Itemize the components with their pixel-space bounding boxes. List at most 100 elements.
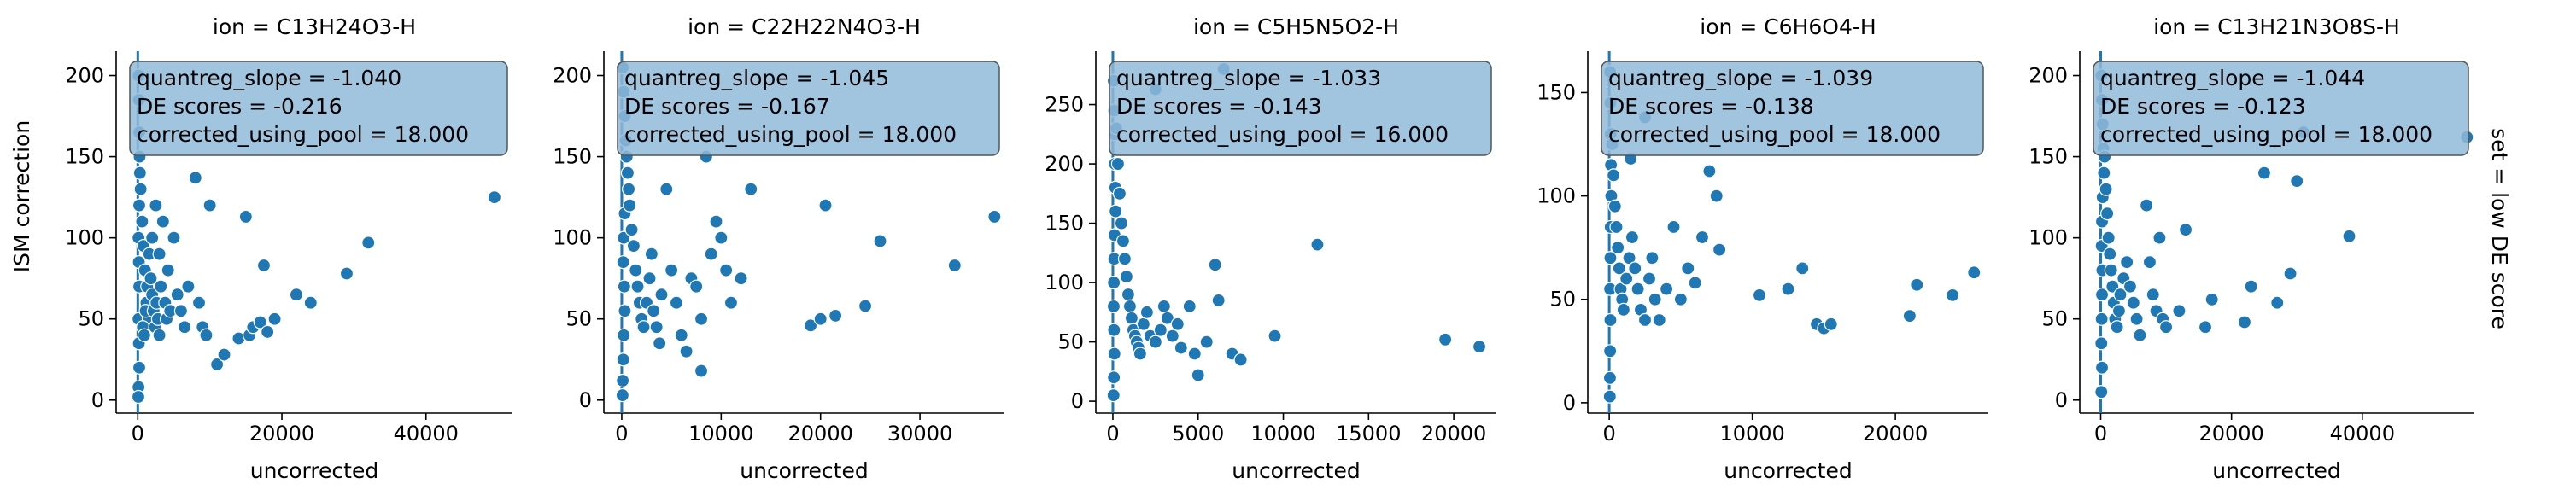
annotation-line: quantreg_slope = -1.045 bbox=[624, 66, 889, 90]
data-point bbox=[734, 271, 748, 286]
data-point bbox=[2113, 288, 2128, 302]
data-point bbox=[2099, 182, 2113, 196]
data-point bbox=[1107, 370, 1121, 385]
data-point bbox=[161, 263, 175, 277]
data-point bbox=[1611, 241, 1625, 255]
data-point bbox=[1268, 329, 1282, 343]
data-point bbox=[2158, 320, 2174, 335]
data-point bbox=[1191, 368, 1205, 382]
facet-panel-2: ion = C22H22N4O3-H 0 50 100 150 200 0 10000 2000… bbox=[553, 15, 1004, 483]
data-point bbox=[1136, 317, 1150, 331]
data-point bbox=[149, 198, 163, 213]
panel-title: ion = C13H24O3-H bbox=[213, 15, 416, 39]
x-tick-label: 10000 bbox=[688, 422, 753, 446]
annotation-line: corrected_using_pool = 18.000 bbox=[624, 122, 957, 147]
data-point bbox=[858, 299, 873, 313]
data-point bbox=[624, 223, 639, 237]
data-point bbox=[1967, 265, 1982, 280]
data-point bbox=[1910, 277, 1924, 292]
data-point bbox=[1946, 288, 1960, 302]
data-point bbox=[1174, 341, 1188, 355]
data-point bbox=[1607, 168, 1621, 183]
data-point bbox=[191, 295, 207, 310]
y-tick-label: 150 bbox=[1537, 80, 1576, 104]
y-tick-label: 150 bbox=[553, 145, 592, 169]
data-point bbox=[1625, 230, 1640, 245]
x-tick-label: 20000 bbox=[788, 422, 853, 446]
x-tick-label: 0 bbox=[132, 422, 144, 446]
annotation-line: corrected_using_pool = 18.000 bbox=[2100, 122, 2433, 147]
data-point bbox=[261, 324, 275, 340]
data-point bbox=[256, 258, 272, 273]
y-tick-label: 200 bbox=[65, 64, 104, 88]
data-point bbox=[1637, 312, 1653, 328]
data-point bbox=[1107, 346, 1121, 361]
data-point bbox=[181, 279, 196, 294]
data-point bbox=[714, 230, 729, 245]
data-point bbox=[202, 198, 217, 213]
data-point bbox=[616, 352, 630, 367]
data-point bbox=[1110, 156, 1126, 172]
data-point bbox=[2103, 247, 2117, 261]
annotation-line: corrected_using_pool = 18.000 bbox=[137, 122, 469, 147]
data-point bbox=[1114, 216, 1129, 230]
data-point bbox=[621, 182, 636, 196]
annotation-line: corrected_using_pool = 16.000 bbox=[1116, 122, 1449, 147]
panel-title: ion = C5H5N5O2-H bbox=[1193, 15, 1399, 39]
data-point bbox=[1688, 276, 1702, 290]
data-point bbox=[131, 389, 146, 405]
data-point bbox=[642, 271, 657, 286]
data-point bbox=[2198, 320, 2213, 335]
data-point bbox=[1165, 329, 1180, 343]
data-point bbox=[1824, 317, 1838, 331]
data-point bbox=[1652, 312, 1666, 328]
data-point bbox=[1211, 293, 1226, 308]
panel-title: ion = C13H21N3O8S-H bbox=[2153, 15, 2400, 39]
annotation-line: DE scores = -0.143 bbox=[1116, 94, 1322, 119]
data-point bbox=[1106, 299, 1121, 313]
data-point bbox=[173, 304, 189, 318]
y-tick-label: 50 bbox=[2041, 307, 2068, 331]
y-tick-label: 200 bbox=[553, 64, 592, 88]
data-point bbox=[154, 279, 168, 294]
data-point bbox=[1681, 261, 1695, 276]
data-point bbox=[238, 209, 253, 224]
data-point bbox=[1630, 282, 1645, 296]
data-point bbox=[664, 263, 679, 277]
data-point bbox=[704, 247, 718, 261]
row-facet-label: set = low DE score bbox=[2487, 128, 2512, 329]
data-point bbox=[1121, 287, 1136, 302]
y-tick-label: 250 bbox=[1045, 93, 1084, 117]
data-point bbox=[623, 198, 637, 213]
x-tick-label: 5000 bbox=[1172, 422, 1224, 446]
x-tick-label: 20000 bbox=[1863, 422, 1928, 446]
y-tick-label: 0 bbox=[91, 388, 104, 412]
data-point bbox=[143, 271, 158, 286]
data-point bbox=[199, 328, 214, 342]
data-point bbox=[1139, 305, 1154, 319]
annotation-line: DE scores = -0.167 bbox=[624, 94, 830, 119]
data-point bbox=[137, 328, 152, 342]
data-point bbox=[152, 247, 167, 261]
annotation-line: quantreg_slope = -1.040 bbox=[137, 66, 401, 90]
data-point bbox=[2152, 230, 2167, 245]
y-tick-label: 0 bbox=[1071, 389, 1084, 413]
x-tick-label: 40000 bbox=[2330, 422, 2395, 446]
data-point bbox=[1112, 186, 1127, 201]
annotation-line: quantreg_slope = -1.033 bbox=[1116, 66, 1381, 90]
data-point bbox=[1619, 271, 1634, 286]
data-point bbox=[2283, 266, 2298, 281]
data-point bbox=[1124, 311, 1139, 325]
data-point bbox=[2129, 312, 2144, 326]
annotation-line: corrected_using_pool = 18.000 bbox=[1608, 122, 1941, 147]
annotation-line: quantreg_slope = -1.039 bbox=[1608, 66, 1873, 90]
data-point bbox=[132, 166, 147, 180]
data-point bbox=[1182, 299, 1197, 313]
data-point bbox=[1603, 344, 1618, 358]
data-point bbox=[1628, 261, 1642, 276]
annotation-box bbox=[617, 61, 1000, 156]
data-point bbox=[689, 279, 704, 294]
data-point bbox=[620, 166, 635, 180]
x-tick-label: 0 bbox=[2094, 422, 2107, 446]
